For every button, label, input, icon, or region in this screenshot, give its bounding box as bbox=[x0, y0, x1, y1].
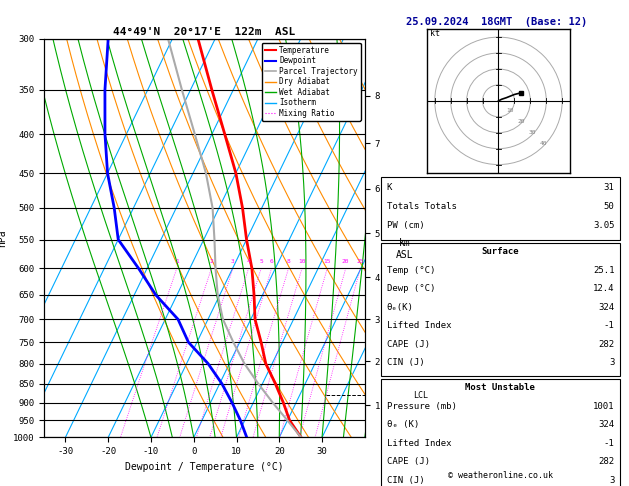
Text: 25.09.2024  18GMT  (Base: 12): 25.09.2024 18GMT (Base: 12) bbox=[406, 17, 587, 27]
Text: 10: 10 bbox=[506, 108, 513, 113]
Text: kt: kt bbox=[430, 29, 440, 37]
Text: Dewp (°C): Dewp (°C) bbox=[387, 284, 435, 293]
Text: 324: 324 bbox=[598, 420, 615, 429]
Text: CIN (J): CIN (J) bbox=[387, 476, 425, 485]
Text: 10: 10 bbox=[298, 260, 306, 264]
Text: 40: 40 bbox=[539, 141, 547, 146]
Text: 4: 4 bbox=[247, 260, 250, 264]
Text: 12.4: 12.4 bbox=[593, 284, 615, 293]
Text: Lifted Index: Lifted Index bbox=[387, 439, 452, 448]
Text: -1: -1 bbox=[604, 321, 615, 330]
Text: 3: 3 bbox=[609, 476, 615, 485]
Text: 25.1: 25.1 bbox=[593, 266, 615, 275]
Text: 5: 5 bbox=[259, 260, 263, 264]
Y-axis label: hPa: hPa bbox=[0, 229, 8, 247]
Text: 282: 282 bbox=[598, 457, 615, 466]
Text: 6: 6 bbox=[270, 260, 274, 264]
Text: 2: 2 bbox=[209, 260, 213, 264]
Text: 1: 1 bbox=[175, 260, 179, 264]
Text: 20: 20 bbox=[517, 119, 525, 124]
Text: θₑ (K): θₑ (K) bbox=[387, 420, 419, 429]
Text: Surface: Surface bbox=[481, 247, 519, 256]
Text: 3: 3 bbox=[231, 260, 235, 264]
Text: 3: 3 bbox=[609, 358, 615, 367]
Text: Pressure (mb): Pressure (mb) bbox=[387, 402, 457, 411]
Text: 50: 50 bbox=[604, 202, 615, 211]
Title: 44°49'N  20°17'E  122m  ASL: 44°49'N 20°17'E 122m ASL bbox=[113, 27, 296, 37]
Text: Most Unstable: Most Unstable bbox=[465, 383, 535, 392]
Y-axis label: km
ASL: km ASL bbox=[396, 238, 414, 260]
Text: 30: 30 bbox=[528, 130, 536, 135]
Text: CIN (J): CIN (J) bbox=[387, 358, 425, 367]
Text: 282: 282 bbox=[598, 340, 615, 348]
Text: 3.05: 3.05 bbox=[593, 222, 615, 230]
Text: 25: 25 bbox=[357, 260, 364, 264]
Legend: Temperature, Dewpoint, Parcel Trajectory, Dry Adiabat, Wet Adiabat, Isotherm, Mi: Temperature, Dewpoint, Parcel Trajectory… bbox=[262, 43, 361, 121]
Text: 20: 20 bbox=[342, 260, 350, 264]
Text: © weatheronline.co.uk: © weatheronline.co.uk bbox=[448, 471, 552, 480]
Text: CAPE (J): CAPE (J) bbox=[387, 340, 430, 348]
Text: K: K bbox=[387, 183, 392, 191]
X-axis label: Dewpoint / Temperature (°C): Dewpoint / Temperature (°C) bbox=[125, 462, 284, 472]
Text: LCL: LCL bbox=[413, 391, 428, 399]
Text: -1: -1 bbox=[604, 439, 615, 448]
Text: Totals Totals: Totals Totals bbox=[387, 202, 457, 211]
Text: 8: 8 bbox=[287, 260, 291, 264]
Text: 324: 324 bbox=[598, 303, 615, 312]
Text: 1001: 1001 bbox=[593, 402, 615, 411]
Text: Temp (°C): Temp (°C) bbox=[387, 266, 435, 275]
Text: CAPE (J): CAPE (J) bbox=[387, 457, 430, 466]
Text: PW (cm): PW (cm) bbox=[387, 222, 425, 230]
Text: 31: 31 bbox=[604, 183, 615, 191]
Text: Lifted Index: Lifted Index bbox=[387, 321, 452, 330]
Text: θₑ(K): θₑ(K) bbox=[387, 303, 414, 312]
Text: 15: 15 bbox=[323, 260, 331, 264]
